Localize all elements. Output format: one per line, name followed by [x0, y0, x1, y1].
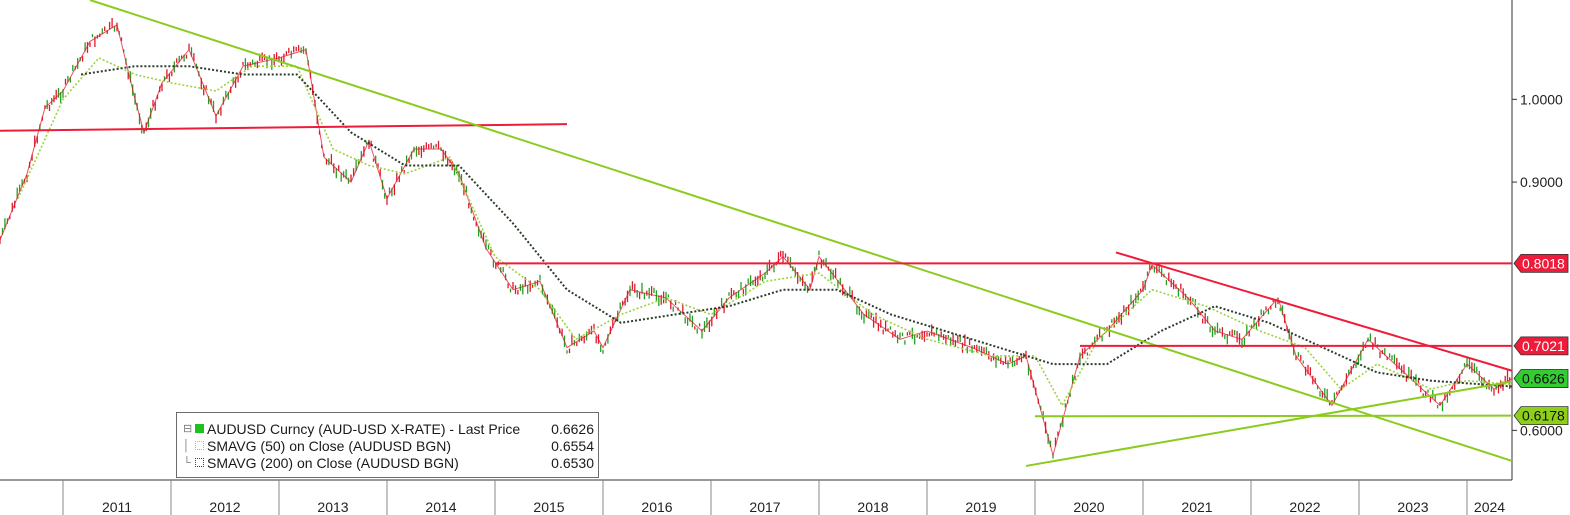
sma50-line [17, 56, 1513, 408]
y-tick-label: 0.9000 [1520, 174, 1563, 190]
legend-entry-sma200[interactable]: └ SMAVG (200) on Close (AUDUSD BGN) 0.65… [181, 455, 594, 472]
trend-line-red [0, 123, 568, 132]
chart-legend: ⊟ AUDUSD Curncy (AUD-USD X-RATE) - Last … [176, 412, 599, 478]
legend-swatch-sma200 [195, 458, 204, 467]
legend-label: SMAVG (200) on Close (AUDUSD BGN) [207, 455, 459, 471]
sma200-line [80, 65, 1513, 388]
price-tag: 0.7021 [1513, 336, 1569, 356]
y-tick-label: 0.6000 [1520, 422, 1563, 438]
trend-line-green [89, 0, 1513, 462]
x-tick-label: 2023 [1397, 499, 1428, 515]
x-tick-label: 2024 [1474, 499, 1505, 515]
legend-label: SMAVG (50) on Close (AUDUSD BGN) [207, 438, 452, 454]
tree-line-icon: │ [183, 440, 190, 452]
x-tick-label: 2022 [1289, 499, 1320, 515]
tree-end-icon: └ [183, 457, 191, 469]
legend-value: 0.6530 [551, 455, 594, 471]
legend-value: 0.6626 [551, 421, 594, 437]
price-tag: 0.6626 [1513, 369, 1569, 388]
price-tag-box [1513, 336, 1569, 356]
price-tag-label: 0.8018 [1522, 255, 1565, 271]
price-tag: 0.6178 [1513, 406, 1569, 426]
price-tag-box [1513, 253, 1569, 273]
tree-collapse-icon[interactable]: ⊟ [183, 423, 193, 435]
x-tick-label: 2011 [102, 499, 132, 515]
price-tag-label: 0.6178 [1522, 408, 1565, 424]
x-tick-label: 2016 [641, 499, 672, 515]
price-series [0, 18, 1513, 459]
legend-value: 0.6554 [551, 438, 594, 454]
price-tag-box [1513, 369, 1569, 388]
trend-line-red [1115, 251, 1513, 372]
x-tick-label: 2013 [317, 499, 348, 515]
legend-swatch-price [195, 424, 204, 433]
x-tick-label: 2018 [857, 499, 888, 515]
y-tick-label: 1.0000 [1520, 91, 1563, 107]
x-tick-label: 2020 [1073, 499, 1104, 515]
legend-entry-last-price[interactable]: ⊟ AUDUSD Curncy (AUD-USD X-RATE) - Last … [181, 421, 594, 438]
price-line [0, 24, 1513, 458]
price-tag-label: 0.7021 [1522, 338, 1565, 354]
trend-line-green [1025, 380, 1513, 467]
trend-line-green [1034, 414, 1513, 418]
x-tick-label: 2017 [749, 499, 780, 515]
price-tag: 0.8018 [1513, 253, 1569, 273]
legend-swatch-sma50 [195, 441, 204, 450]
legend-entry-sma50[interactable]: │ SMAVG (50) on Close (AUDUSD BGN) 0.655… [181, 438, 594, 455]
price-tag-label: 0.6626 [1522, 371, 1565, 387]
x-tick-label: 2019 [965, 499, 996, 515]
x-tick-label: 2012 [209, 499, 240, 515]
x-tick-label: 2021 [1181, 499, 1212, 515]
x-tick-label: 2014 [425, 499, 456, 515]
x-tick-label: 2015 [533, 499, 564, 515]
price-tag-box [1513, 406, 1569, 426]
legend-label: AUDUSD Curncy (AUD-USD X-RATE) - Last Pr… [207, 421, 521, 437]
